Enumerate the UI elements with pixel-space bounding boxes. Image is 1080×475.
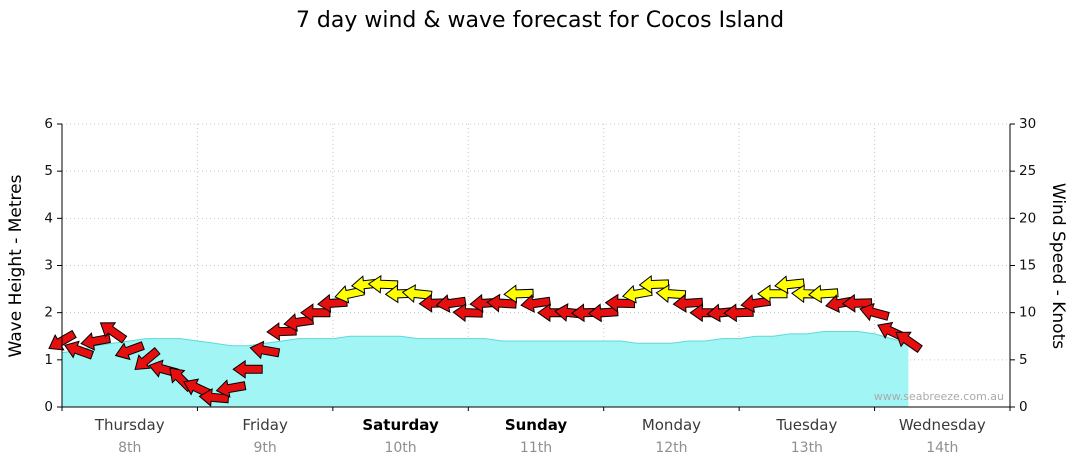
wind-arrow: [672, 293, 704, 313]
left-axis-tick-label: 5: [44, 163, 53, 179]
wind-arrow: [232, 359, 263, 379]
wind-arrow: [859, 302, 890, 322]
wind-arrow: [774, 275, 805, 295]
wind-arrow: [249, 340, 281, 360]
wind-arrow: [638, 275, 670, 294]
wind-arrow: [99, 322, 128, 344]
wind-arrow: [134, 347, 161, 370]
right-axis-tick-label: 5: [1019, 352, 1028, 368]
left-axis-tick-label: 6: [44, 116, 53, 132]
wind-arrow: [215, 379, 247, 398]
wind-arrow: [520, 294, 551, 313]
wind-arrow: [63, 340, 95, 360]
wind-arrow: [841, 293, 873, 313]
right-axis-tick-label: 25: [1019, 163, 1036, 179]
right-axis-tick-label: 20: [1019, 210, 1036, 226]
right-axis-tick-label: 0: [1019, 399, 1028, 415]
wind-arrow: [895, 331, 923, 354]
wind-arrows: [48, 274, 923, 407]
left-axis-tick-label: 3: [44, 258, 53, 274]
wave-height-area: [61, 331, 909, 407]
left-axis-tick-label: 2: [44, 305, 53, 321]
right-axis-tick-label: 15: [1019, 258, 1036, 274]
wind-arrow: [503, 284, 534, 304]
watermark: www.seabreeze.com.au: [873, 390, 1004, 403]
chart-title: 7 day wind & wave forecast for Cocos Isl…: [295, 8, 785, 33]
wind-arrow: [655, 284, 687, 304]
left-axis-tick-label: 1: [44, 352, 53, 368]
right-axis-tick-label: 30: [1019, 116, 1036, 132]
wind-arrow: [435, 294, 467, 313]
right-axis-tick-label: 10: [1019, 305, 1036, 321]
left-axis-tick-label: 4: [44, 210, 53, 226]
wind-arrow: [807, 284, 839, 304]
axes: 0 1 2 3 4 5 6 0 5 10 15 20 25 30: [44, 116, 1036, 415]
wind-arrow: [367, 274, 399, 294]
wind-arrow: [401, 284, 433, 303]
left-axis-tick-label: 0: [44, 399, 53, 415]
wind-arrow: [114, 341, 145, 361]
